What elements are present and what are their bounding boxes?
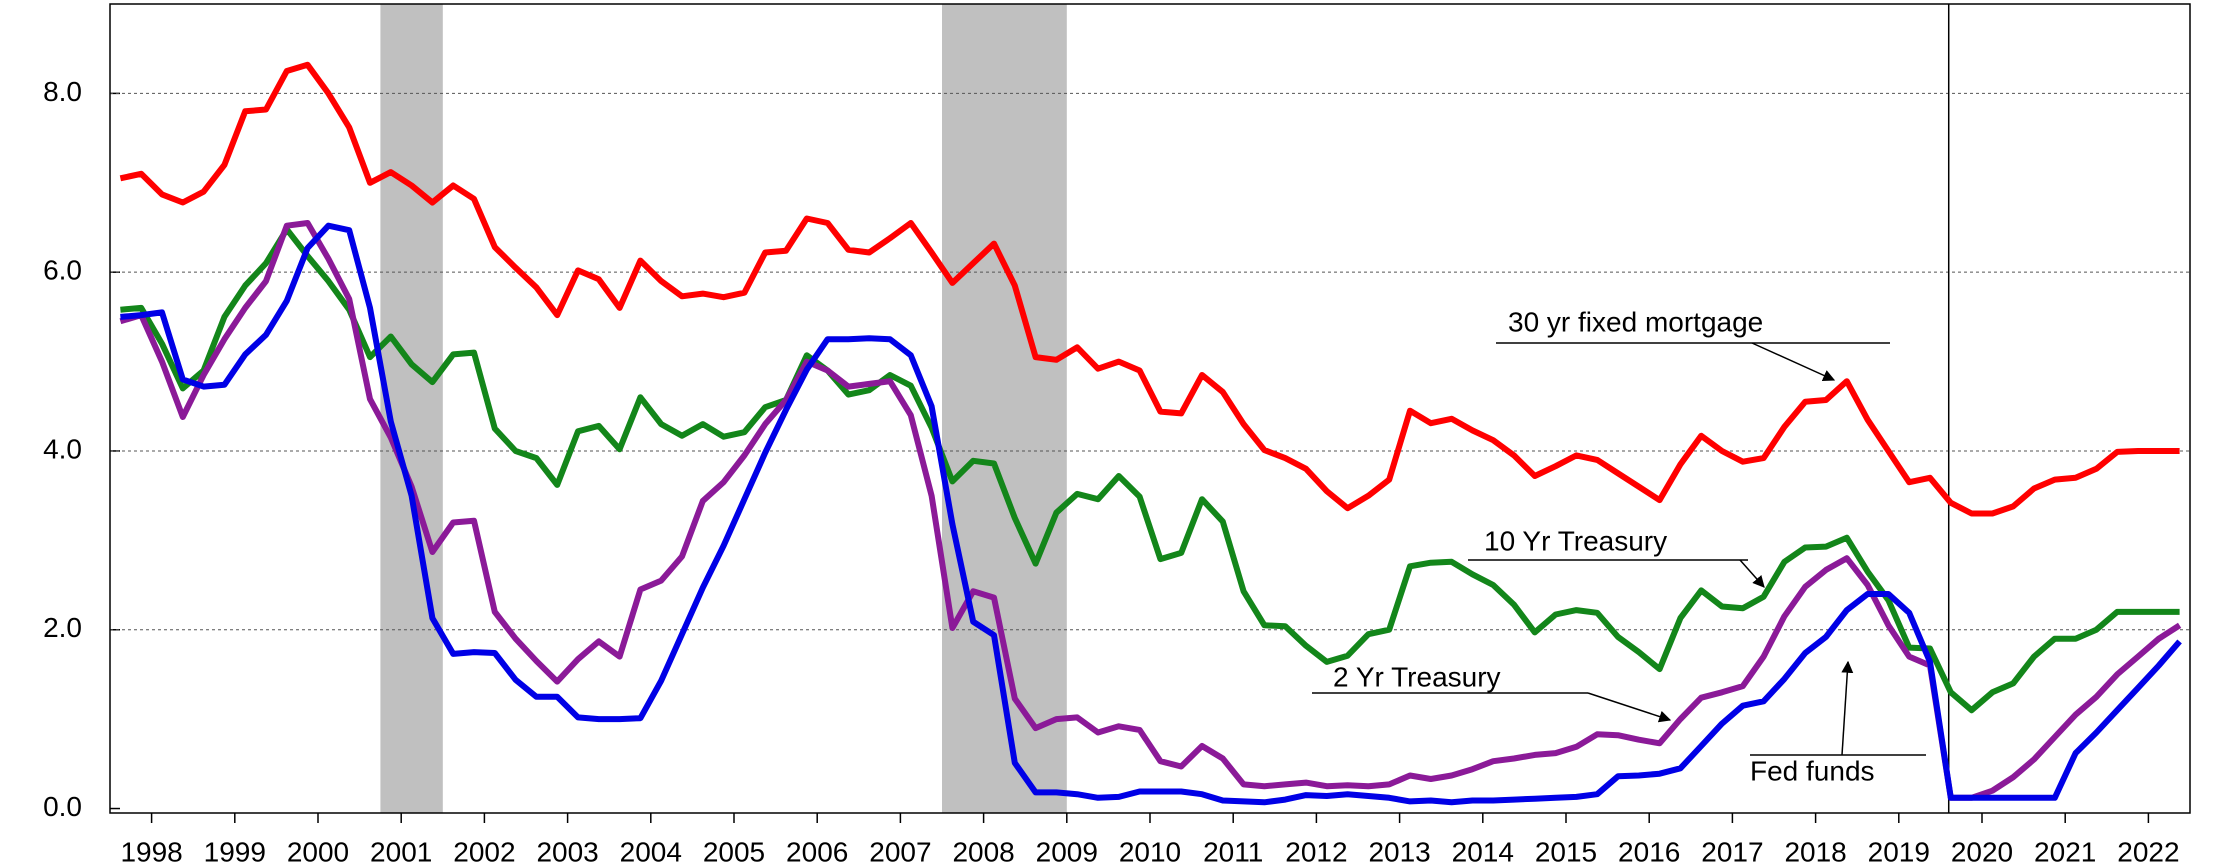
x-tick-label: 2003 [536,836,598,866]
series-line [119,220,2182,801]
x-tick-label: 2021 [2034,836,2096,866]
x-tick-label: 2020 [1951,836,2013,866]
x-tick-label: 2014 [1452,836,1514,866]
y-tick-label: 2.0 [43,612,82,643]
x-tick-label: 2005 [703,836,765,866]
x-tick-label: 2015 [1535,836,1597,866]
x-tick-label: 2008 [952,836,1014,866]
x-tick-label: 2017 [1701,836,1763,866]
plot-frame [109,3,2191,814]
series-line [120,226,2180,714]
y-tick-label: 6.0 [43,255,82,286]
y-tick-label: 0.0 [43,791,82,822]
x-tick-label: 2016 [1618,836,1680,866]
series-annotation: 2 Yr Treasury [1333,661,1501,692]
x-tick-label: 2006 [786,836,848,866]
x-tick-label: 2010 [1119,836,1181,866]
y-tick-label: 8.0 [43,76,82,107]
annotation-arrow [1587,692,1672,723]
x-tick-label: 2012 [1285,836,1347,866]
x-tick-label: 2022 [2117,836,2179,866]
x-tick-label: 2004 [620,836,682,866]
recession-shade [942,4,1067,813]
annotation-arrow [1751,342,1836,382]
x-tick-label: 2007 [869,836,931,866]
annotation-arrow [1739,559,1765,588]
series-line [119,61,2180,517]
series-annotation: 30 yr fixed mortgage [1508,306,1763,337]
x-tick-label: 1999 [204,836,266,866]
x-tick-label: 2011 [1203,836,1263,866]
x-tick-label: 2000 [287,836,349,866]
x-tick-label: 2013 [1368,836,1430,866]
x-tick-label: 2009 [1036,836,1098,866]
series-annotation: Fed funds [1750,755,1875,786]
y-tick-label: 4.0 [43,433,82,464]
x-tick-label: 2018 [1784,836,1846,866]
x-tick-label: 2001 [370,836,432,866]
x-tick-label: 2002 [453,836,515,866]
series-line [120,222,2182,806]
x-tick-label: 1998 [120,836,182,866]
x-tick-label: 2019 [1868,836,1930,866]
series-annotation: 10 Yr Treasury [1484,525,1667,556]
annotation-arrow [1841,660,1854,756]
